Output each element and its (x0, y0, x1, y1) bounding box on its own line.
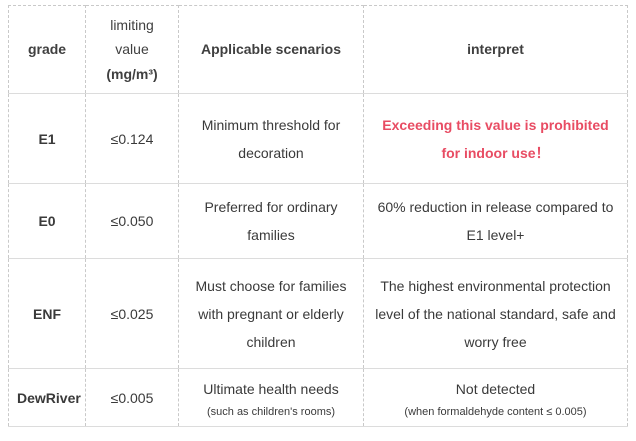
header-limiting-value: limiting value (mg/m³) (85, 5, 179, 94)
table-row-e0: E0 ≤0.050 Preferred for ordinary familie… (8, 183, 628, 259)
header-interpret-label: interpret (467, 41, 524, 58)
cell-limit-dewriver: ≤0.005 (85, 368, 179, 427)
cell-scenario-e0: Preferred for ordinary families (178, 183, 364, 259)
header-applicable-scenarios: Applicable scenarios (178, 5, 364, 94)
table-row-enf: ENF ≤0.025 Must choose for families with… (8, 258, 628, 369)
warning-text: Exceeding this value is prohibited for i… (382, 116, 609, 161)
cell-limit-e1: ≤0.124 (85, 93, 179, 184)
table-row-dewriver: DewRiver ≤0.005 Ultimate health needs (s… (8, 368, 628, 427)
cell-interpret-e0: 60% reduction in release compared to E1 … (363, 183, 628, 259)
cell-scenario-e1: Minimum threshold for decoration (178, 93, 364, 184)
header-limit-label: limiting value (110, 16, 154, 58)
cell-interpret-e1: Exceeding this value is prohibited for i… (363, 93, 628, 184)
cell-scenario-dewriver: Ultimate health needs (such as children'… (178, 368, 364, 427)
cell-grade-e1: E1 (8, 93, 86, 184)
cell-limit-enf: ≤0.025 (85, 258, 179, 369)
table-row-e1: E1 ≤0.124 Minimum threshold for decorati… (8, 93, 628, 184)
cell-grade-enf: ENF (8, 258, 86, 369)
scenario-note-text: (such as children's rooms) (206, 405, 336, 418)
scenario-main-text: Ultimate health needs (203, 380, 339, 397)
cell-grade-dewriver: DewRiver (8, 368, 86, 427)
cell-limit-e0: ≤0.050 (85, 183, 179, 259)
header-interpret: interpret (363, 5, 628, 94)
header-limit-unit: (mg/m³) (106, 65, 158, 82)
header-grade-label: grade (27, 41, 67, 58)
interpret-main-text: Not detected (455, 380, 536, 397)
cell-grade-e0: E0 (8, 183, 86, 259)
cell-interpret-dewriver: Not detected (when formaldehyde content … (363, 368, 628, 427)
cell-scenario-enf: Must choose for families with pregnant o… (178, 258, 364, 369)
formaldehyde-grade-table: grade limiting value (mg/m³) Applicable … (8, 5, 628, 427)
header-scenarios-label: Applicable scenarios (200, 41, 342, 58)
header-grade: grade (8, 5, 86, 94)
interpret-note-text: (when formaldehyde content ≤ 0.005) (404, 405, 587, 418)
header-row: grade limiting value (mg/m³) Applicable … (8, 5, 628, 94)
cell-interpret-enf: The highest environmental protection lev… (363, 258, 628, 369)
